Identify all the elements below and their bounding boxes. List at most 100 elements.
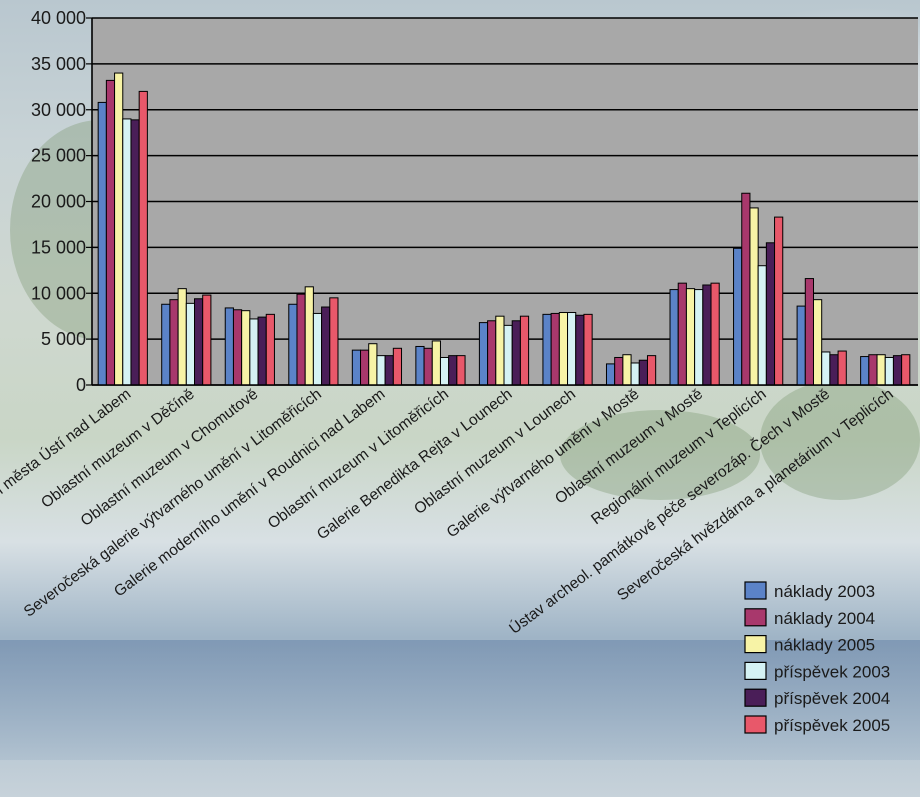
bar: [351, 349, 362, 386]
bar: [860, 356, 870, 386]
bar: [567, 312, 577, 386]
bar: [456, 355, 466, 386]
bar: [868, 354, 878, 386]
bar: [669, 289, 679, 386]
bar: [765, 242, 776, 386]
bar: [638, 359, 648, 386]
legend-label: náklady 2003: [774, 582, 875, 601]
y-tick-label: 10 000: [31, 283, 86, 303]
bar: [487, 320, 497, 386]
legend-label: náklady 2005: [774, 636, 875, 655]
legend-label: příspěvek 2005: [774, 716, 890, 735]
bar: [829, 354, 839, 386]
bar: [161, 303, 171, 386]
bar: [448, 355, 458, 386]
bar: [774, 216, 784, 386]
bar: [360, 349, 370, 386]
y-tick-label: 15 000: [31, 237, 86, 257]
bar: [892, 355, 903, 386]
x-tick-label: Severočeská galerie výtvarného umění v L…: [21, 386, 325, 621]
bar: [694, 289, 704, 386]
bar: [439, 356, 450, 386]
bar: [733, 247, 743, 386]
bar: [702, 284, 712, 386]
bar: [130, 119, 140, 386]
bar: [495, 315, 505, 386]
y-tick-label: 20 000: [31, 192, 86, 212]
legend-swatch: [744, 608, 767, 627]
bar: [821, 351, 831, 386]
bar: [478, 322, 489, 386]
bar: [710, 282, 720, 386]
bar: [749, 207, 759, 386]
bar: [542, 313, 552, 386]
bar: [876, 354, 886, 386]
bar: [312, 312, 323, 386]
bar: [423, 347, 433, 386]
bar: [249, 318, 259, 386]
bar: [550, 312, 560, 386]
bar: [804, 278, 814, 386]
bar: [605, 363, 616, 386]
bar: [558, 312, 569, 386]
bar: [677, 282, 687, 386]
bar: [519, 315, 530, 386]
legend-label: příspěvek 2004: [774, 689, 890, 708]
bar: [304, 286, 314, 386]
y-tick-label: 35 000: [31, 54, 86, 74]
y-tick-label: 5 000: [41, 329, 86, 349]
bar: [114, 72, 124, 386]
bar: [646, 355, 657, 386]
bar: [575, 314, 585, 386]
bar: [614, 356, 624, 386]
legend-swatch: [744, 715, 767, 734]
legend-swatch: [744, 634, 767, 654]
bar: [837, 350, 847, 386]
bar: [177, 288, 187, 386]
y-tick-label: 25 000: [31, 146, 86, 166]
bar: [202, 294, 212, 386]
y-tick-label: 0: [76, 375, 86, 395]
legend-label: náklady 2004: [774, 609, 875, 628]
bar: [741, 192, 751, 386]
bar: [392, 347, 403, 386]
bar: [169, 299, 179, 386]
bar: [901, 354, 911, 386]
bar: [812, 299, 823, 386]
bar: [288, 303, 298, 386]
bar: [368, 343, 378, 386]
bar: [757, 265, 767, 386]
legend-swatch: [744, 661, 767, 681]
legend-swatch: [744, 688, 767, 707]
bar: [329, 297, 339, 386]
bar: [265, 313, 275, 386]
legend: náklady 2003 náklady 2004 náklady 2005 přís…: [744, 581, 890, 735]
legend-label: příspěvek 2003: [774, 662, 890, 681]
bar: [105, 79, 116, 386]
bar: [97, 101, 107, 386]
bar: [503, 324, 513, 386]
y-axis: 0 5 000 10 000 15 000 20 000 25 000 30 000 35 0…: [31, 8, 918, 395]
bar: [138, 90, 148, 386]
bar: [296, 293, 306, 386]
bar: [630, 362, 640, 386]
bar: [376, 355, 386, 386]
bar: [796, 305, 806, 386]
bar: [232, 309, 243, 386]
bar: [431, 340, 441, 386]
bar: [622, 354, 632, 386]
bar: [511, 320, 521, 386]
bars: [97, 72, 911, 386]
y-tick-label: 30 000: [31, 100, 86, 120]
bar: [415, 345, 425, 386]
bar: [384, 355, 394, 386]
bar: [224, 307, 234, 386]
bar: [185, 302, 196, 386]
bar: [122, 118, 132, 386]
bar: [685, 288, 696, 386]
bar: [241, 310, 251, 386]
bar: [884, 356, 894, 386]
bar: [321, 306, 331, 386]
